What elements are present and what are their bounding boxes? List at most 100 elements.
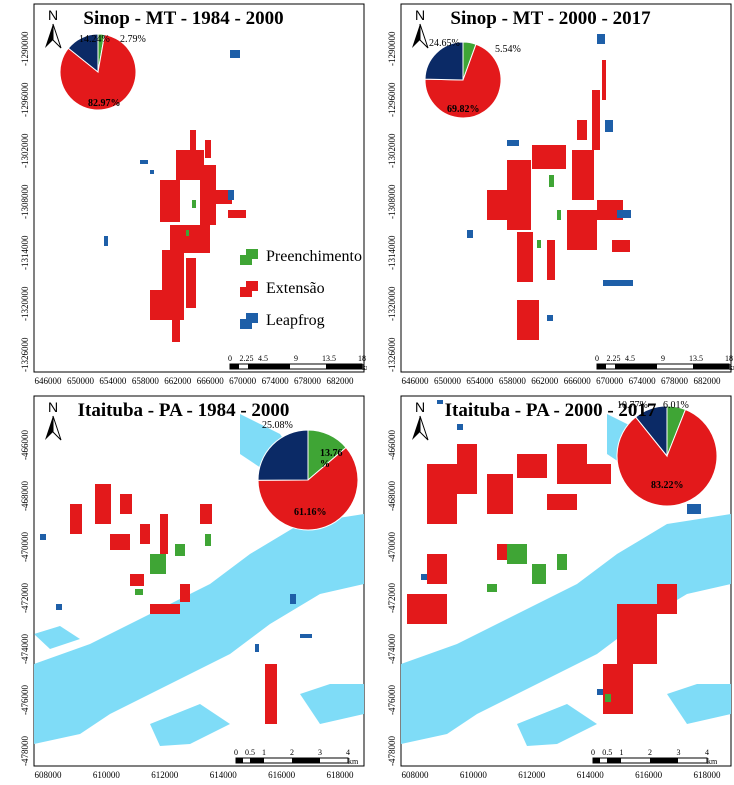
- infill-patches: [186, 200, 196, 236]
- y-tick-label: -1308000: [387, 184, 397, 220]
- scale-tick-label: 2.25: [606, 354, 621, 363]
- pie-slice-extensao: [424, 43, 502, 119]
- x-tick-label: 666000: [196, 376, 224, 386]
- scale-tick-label: 0: [228, 354, 232, 363]
- y-tick-label: -1326000: [20, 337, 30, 373]
- y-tick-label: -476000: [20, 685, 30, 715]
- scale-tick-label: 18: [358, 354, 366, 363]
- x-tick-label: 678000: [661, 376, 689, 386]
- x-tick-label: 646000: [401, 376, 429, 386]
- x-tick-label: 616000: [268, 770, 296, 780]
- x-tick-label: 654000: [99, 376, 127, 386]
- scale-tick-label: 9: [661, 354, 665, 363]
- pie-chart: [424, 41, 502, 119]
- map-frame: [33, 395, 365, 767]
- y-tick-label: -1320000: [20, 286, 30, 322]
- x-tick-label: 646000: [34, 376, 62, 386]
- north-arrow: N: [407, 400, 433, 442]
- x-tick-label: 616000: [635, 770, 663, 780]
- scale-unit-label: km: [362, 363, 367, 372]
- y-tick-label: -1296000: [20, 82, 30, 118]
- legend-swatch-icon: [240, 313, 258, 329]
- pie-chart: [616, 405, 718, 507]
- pie-label-preenchimento: 6.01%: [663, 400, 689, 411]
- pie-slice-leapfrog: [67, 33, 99, 74]
- map-panel-itaituba-2000-2017: Itaituba - PA - 2000 - 2017 N -466000 -46…: [367, 394, 734, 785]
- scale-tick-label: 0: [591, 748, 595, 757]
- x-tick-label: 650000: [433, 376, 461, 386]
- river-water: [34, 414, 364, 746]
- y-tick-label: -470000: [387, 532, 397, 562]
- panel-title: Sinop - MT - 2000 - 2017: [450, 8, 651, 29]
- y-tick-label: -1320000: [387, 286, 397, 322]
- scale-tick-label: 13.5: [689, 354, 703, 363]
- scale-tick-label: 4.5: [258, 354, 268, 363]
- scale-tick-label: 0.5: [245, 748, 255, 757]
- y-tick-label: -1302000: [20, 133, 30, 169]
- scale-tick-label: 2.25: [239, 354, 254, 363]
- legend-label: Leapfrog: [266, 312, 325, 329]
- scale-unit-label: km: [707, 757, 718, 766]
- scale-bar: [596, 363, 730, 370]
- pie-slice-leapfrog: [634, 405, 668, 458]
- map-frame: [400, 395, 732, 767]
- legend-label: Extensão: [266, 280, 325, 297]
- x-tick-label: 662000: [531, 376, 559, 386]
- scale-tick-label: 9: [294, 354, 298, 363]
- leapfrog-patches: [40, 534, 312, 652]
- legend-label: Preenchimento: [266, 248, 362, 265]
- pie-chart: [257, 429, 359, 531]
- scale-unit-label: km: [729, 363, 734, 372]
- pie-label-extensao: 82.97%: [88, 98, 121, 109]
- pie-label-preenchimento: 5.54%: [495, 44, 521, 55]
- x-tick-label: 670000: [596, 376, 624, 386]
- north-arrow: N: [40, 400, 66, 442]
- y-tick-label: -472000: [387, 583, 397, 613]
- x-tick-label: 674000: [628, 376, 656, 386]
- scale-tick-label: 1: [619, 748, 624, 757]
- urban-patches: [407, 444, 677, 714]
- y-tick-label: -468000: [387, 481, 397, 511]
- pie-label-leapfrog: 10.77%: [617, 400, 648, 411]
- scale-tick-label: 1: [262, 748, 266, 757]
- y-tick-label: -470000: [20, 532, 30, 562]
- urban-patches: [150, 130, 246, 342]
- panel-title: Sinop - MT - 1984 - 2000: [83, 8, 284, 29]
- pie-label-extensao: 83.22%: [651, 480, 684, 491]
- north-arrow: N: [407, 8, 433, 50]
- scale-tick-label: 3: [676, 748, 681, 757]
- x-tick-label: 662000: [164, 376, 192, 386]
- x-tick-label: 658000: [498, 376, 526, 386]
- x-tick-label: 614000: [576, 770, 604, 780]
- panel-title: Itaituba - PA - 1984 - 2000: [77, 400, 290, 421]
- x-tick-label: 608000: [401, 770, 429, 780]
- map-panel-sinop-2000-2017: Sinop - MT - 2000 - 2017 N -1290000 -1296…: [367, 0, 734, 392]
- pie-slice-extensao: [257, 446, 359, 531]
- map-frame: [400, 3, 732, 373]
- y-tick-label: -476000: [387, 685, 397, 715]
- scale-tick-label: 4: [705, 748, 709, 757]
- urban-patches: [487, 60, 630, 340]
- y-tick-label: -1296000: [387, 82, 397, 118]
- scale-tick-label: 18: [725, 354, 733, 363]
- x-tick-label: 610000: [92, 770, 120, 780]
- scale-bar: [229, 363, 363, 370]
- pie-label-preenchimento: 2.79%: [120, 34, 146, 45]
- north-label: N: [414, 399, 426, 415]
- y-tick-label: -478000: [20, 736, 30, 766]
- panel-title: Itaituba - PA - 2000 - 2017: [444, 400, 657, 421]
- y-tick-label: -1314000: [20, 235, 30, 271]
- x-tick-label: 614000: [209, 770, 237, 780]
- y-tick-label: -466000: [20, 430, 30, 460]
- pie-slice-extensao: [616, 408, 718, 507]
- legend-swatch-icon: [240, 281, 258, 297]
- pie-label-extensao: 61.16%: [294, 507, 327, 518]
- y-tick-label: -468000: [20, 481, 30, 511]
- x-tick-label: 674000: [261, 376, 289, 386]
- scale-tick-label: 4: [346, 748, 350, 757]
- scale-bar: [592, 757, 708, 764]
- x-tick-label: 650000: [66, 376, 94, 386]
- scale-tick-label: 0.5: [602, 748, 613, 757]
- pie-label-leapfrog: 24.65%: [429, 38, 460, 49]
- map-panel-sinop-1984-2000: Sinop - MT - 1984 - 2000 N -1290000 -1296…: [0, 0, 367, 392]
